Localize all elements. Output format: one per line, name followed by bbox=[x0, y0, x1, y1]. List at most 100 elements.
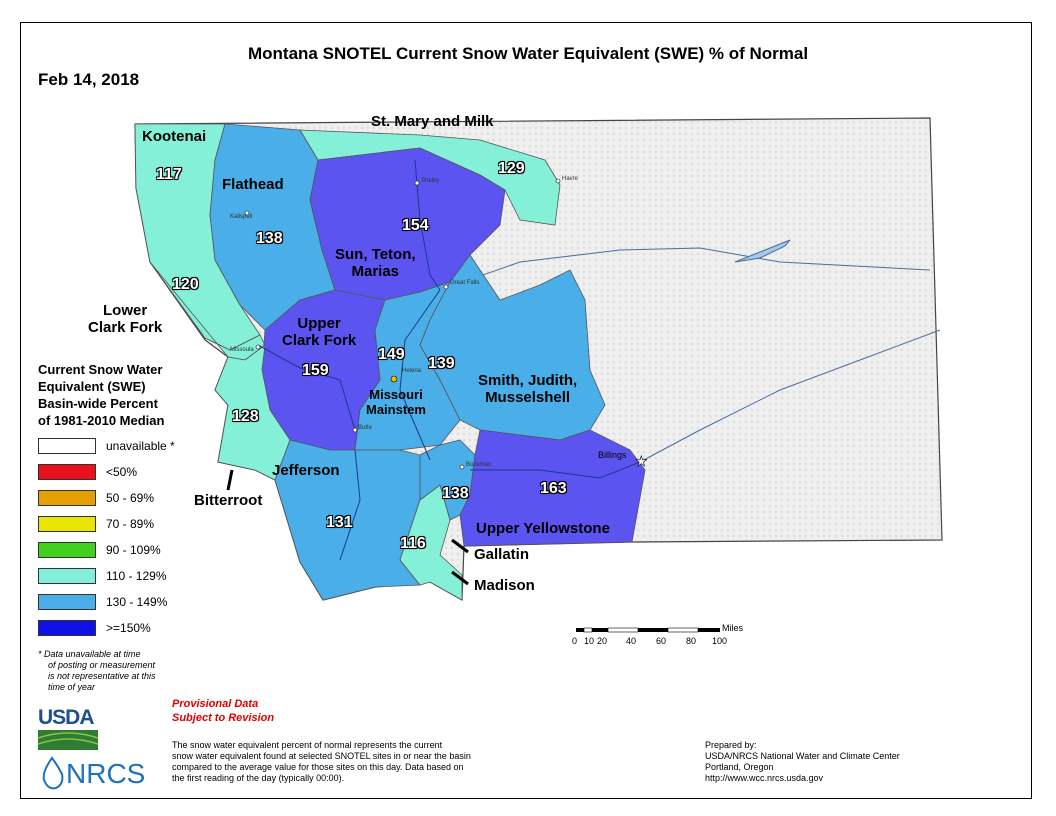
basin-label-lower-clark-fork: Lower Clark Fork bbox=[88, 302, 163, 336]
basin-value-missouri-mainstem: 149 bbox=[378, 346, 405, 363]
fort-peck-lake bbox=[734, 239, 791, 263]
basin-label-flathead: Flathead bbox=[222, 176, 284, 193]
city-dot-kalispell bbox=[244, 210, 250, 216]
legend-item-lt50: <50% bbox=[38, 459, 175, 485]
basin-upper-yellowstone bbox=[459, 429, 646, 547]
legend-item-ge150: >=150% bbox=[38, 615, 175, 641]
scale-bar-seg-2 bbox=[583, 627, 593, 633]
city-label-bozeman: Bozeman bbox=[466, 462, 492, 468]
legend-item-110-129: 110 - 129% bbox=[38, 563, 175, 589]
legend-swatch bbox=[38, 438, 96, 454]
usda-logo-waves bbox=[37, 732, 99, 745]
basin-value-jefferson: 131 bbox=[326, 514, 353, 531]
basin-value-flathead: 138 bbox=[256, 230, 283, 247]
city-dot-butte bbox=[352, 427, 358, 433]
river-missouri-upper bbox=[399, 289, 441, 461]
legend-item-70-89: 70 - 89% bbox=[38, 511, 175, 537]
basin-label-smith-judith-musselshell: Smith, Judith, Musselshell bbox=[478, 372, 578, 406]
nrcs-logo: NRCS bbox=[66, 758, 146, 789]
scale-bar-seg-5 bbox=[638, 628, 668, 632]
basin-label-kootenai: Kootenai bbox=[142, 128, 207, 145]
city-label-kalispell: Kalispell bbox=[230, 214, 253, 220]
scale-tick-0: 0 bbox=[572, 636, 578, 646]
scale-tick-20: 20 bbox=[597, 636, 608, 646]
river-clark-fork bbox=[257, 344, 356, 431]
scale-bar-seg-4 bbox=[607, 627, 639, 633]
legend-swatch bbox=[38, 490, 96, 506]
city-label-butte: Butte bbox=[358, 425, 373, 431]
legend-item-90-109: 90 - 109% bbox=[38, 537, 175, 563]
scale-bar-seg-3 bbox=[592, 628, 608, 632]
scale-tick-40: 40 bbox=[626, 636, 637, 646]
legend-swatch bbox=[38, 568, 96, 584]
map-frame bbox=[20, 22, 1032, 799]
basin-value-upper-yellowstone: 163 bbox=[540, 480, 567, 497]
river-jefferson bbox=[339, 449, 361, 561]
city-dot-helena bbox=[390, 375, 398, 383]
bitterroot-leader bbox=[226, 469, 234, 491]
city-dot-havre bbox=[555, 178, 561, 184]
river-yellowstone bbox=[639, 329, 941, 463]
legend-title: Current Snow Water Equivalent (SWE) Basi… bbox=[38, 362, 165, 428]
city-label-shelby: Shelby bbox=[421, 178, 440, 184]
city-dot-great-falls bbox=[443, 284, 449, 290]
basin-label-jefferson: Jefferson bbox=[272, 462, 340, 479]
basin-value-smith-judith-musselshell: 139 bbox=[428, 355, 455, 372]
river-yellowstone-upper bbox=[470, 461, 641, 479]
city-label-havre: Havre bbox=[562, 176, 579, 182]
legend: unavailable * <50% 50 - 69% 70 - 89% 90 … bbox=[38, 433, 175, 641]
scale-unit: Miles bbox=[722, 623, 744, 633]
basin-label-gallatin: Gallatin bbox=[474, 546, 530, 563]
river-marias bbox=[414, 159, 441, 291]
basin-value-stmary: 129 bbox=[498, 160, 525, 177]
provisional-note: Provisional Data Subject to Revision bbox=[172, 698, 275, 724]
madison-leader bbox=[451, 570, 469, 586]
nrcs-logo-drop bbox=[42, 756, 64, 790]
map-date: Feb 14, 2018 bbox=[38, 70, 140, 89]
scale-tick-10: 10 bbox=[584, 636, 595, 646]
city-label-billings: Billings bbox=[598, 450, 627, 460]
basin-label-missouri-mainstem: Missouri Mainstem bbox=[366, 387, 426, 417]
basin-label-sun-teton-marias: Sun, Teton, Marias bbox=[335, 246, 416, 280]
scale-tick-80: 80 bbox=[686, 636, 697, 646]
scale-tick-100: 100 bbox=[712, 636, 728, 646]
basin-bitterroot bbox=[214, 344, 291, 481]
city-label-great-falls: Great Falls bbox=[450, 280, 480, 286]
basin-label-madison: Madison bbox=[474, 577, 535, 594]
scale-bar-seg-1 bbox=[576, 628, 584, 632]
scale-bar-seg-7 bbox=[698, 628, 720, 632]
basin-label-stmary: St. Mary and Milk bbox=[371, 113, 494, 130]
star-icon: ★ bbox=[635, 453, 648, 469]
legend-swatch bbox=[38, 542, 96, 558]
legend-item-50-69: 50 - 69% bbox=[38, 485, 175, 511]
city-label-helena: Helena bbox=[402, 368, 422, 374]
city-dot-missoula bbox=[255, 344, 261, 350]
legend-swatch bbox=[38, 516, 96, 532]
legend-swatch bbox=[38, 620, 96, 636]
basin-value-bitterroot: 128 bbox=[232, 408, 259, 425]
basin-value-kootenai: 117 bbox=[156, 166, 182, 183]
basin-value-sun-teton-marias: 154 bbox=[402, 217, 429, 234]
basin-label-upper-clark-fork: Upper Clark Fork bbox=[282, 315, 357, 349]
basin-value-upper-clark-fork: 159 bbox=[302, 362, 329, 379]
city-dot-bozeman bbox=[459, 464, 465, 470]
scale-bar-seg-6 bbox=[667, 627, 699, 633]
basin-value-lower-clark-fork: 120 bbox=[172, 276, 199, 293]
gallatin-leader bbox=[451, 538, 469, 554]
legend-item-unavailable: unavailable * bbox=[38, 433, 175, 459]
legend-item-130-149: 130 - 149% bbox=[38, 589, 175, 615]
basin-label-upper-yellowstone: Upper Yellowstone bbox=[476, 520, 610, 537]
usda-logo: USDA bbox=[38, 706, 95, 729]
basin-value-madison: 116 bbox=[400, 535, 426, 552]
legend-swatch bbox=[38, 464, 96, 480]
basin-smith-judith-musselshell bbox=[419, 254, 606, 441]
river-missouri bbox=[439, 247, 931, 291]
description: The snow water equivalent percent of nor… bbox=[172, 740, 471, 783]
map-title: Montana SNOTEL Current Snow Water Equiva… bbox=[248, 44, 809, 63]
basin-label-bitterroot: Bitterroot bbox=[194, 492, 263, 509]
city-dot-shelby bbox=[414, 180, 420, 186]
city-label-missoula: Missoula bbox=[230, 347, 254, 353]
basin-value-gallatin: 138 bbox=[442, 485, 469, 502]
prepared-by: Prepared by: USDA/NRCS National Water an… bbox=[705, 740, 900, 783]
